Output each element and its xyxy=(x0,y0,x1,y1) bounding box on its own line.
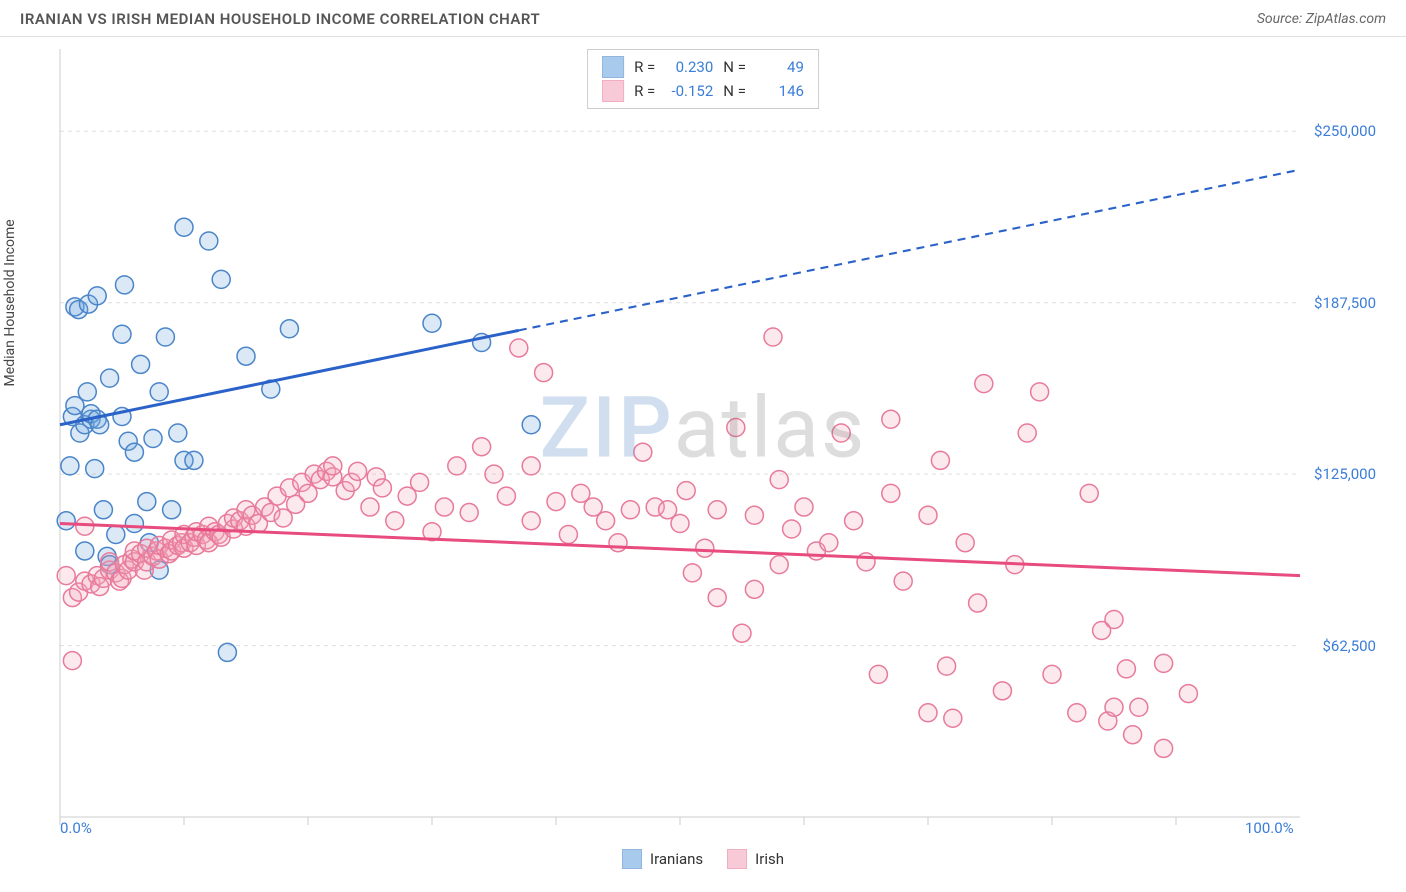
chart-area: Median Household Income ZIPatlas R = 0.2… xyxy=(0,37,1406,887)
x-axis-min-label: 0.0% xyxy=(60,819,92,837)
stats-row-irish: R = -0.152 N = 146 xyxy=(602,80,804,102)
legend-label-iranians: Iranians xyxy=(650,850,703,868)
swatch-irish xyxy=(602,80,624,102)
y-tick-label: $187,500 xyxy=(1314,294,1376,312)
y-tick-label: $125,000 xyxy=(1314,465,1376,483)
r-label: R = xyxy=(634,58,655,76)
scatter-chart-svg xyxy=(0,37,1406,887)
r-value-iranians: 0.230 xyxy=(665,58,713,76)
x-axis-max-label: 100.0% xyxy=(1245,819,1294,837)
chart-title: IRANIAN VS IRISH MEDIAN HOUSEHOLD INCOME… xyxy=(20,10,540,28)
stats-row-iranians: R = 0.230 N = 49 xyxy=(602,56,804,78)
y-tick-label: $250,000 xyxy=(1314,122,1376,140)
y-axis-label: Median Household Income xyxy=(2,219,18,386)
n-label: N = xyxy=(723,58,746,76)
y-tick-label: $62,500 xyxy=(1322,637,1376,655)
chart-header: IRANIAN VS IRISH MEDIAN HOUSEHOLD INCOME… xyxy=(0,0,1406,37)
legend-swatch-iranians xyxy=(622,849,642,869)
chart-source: Source: ZipAtlas.com xyxy=(1257,11,1386,27)
legend-swatch-irish xyxy=(727,849,747,869)
r-value-irish: -0.152 xyxy=(665,82,713,100)
legend-item-irish: Irish xyxy=(727,849,784,869)
n-value-iranians: 49 xyxy=(756,58,804,76)
r-label: R = xyxy=(634,82,655,100)
legend-item-iranians: Iranians xyxy=(622,849,703,869)
n-label: N = xyxy=(723,82,746,100)
stats-box: R = 0.230 N = 49 R = -0.152 N = 146 xyxy=(587,49,819,109)
legend: Iranians Irish xyxy=(622,849,784,869)
legend-label-irish: Irish xyxy=(755,850,784,868)
n-value-irish: 146 xyxy=(756,82,804,100)
swatch-iranians xyxy=(602,56,624,78)
